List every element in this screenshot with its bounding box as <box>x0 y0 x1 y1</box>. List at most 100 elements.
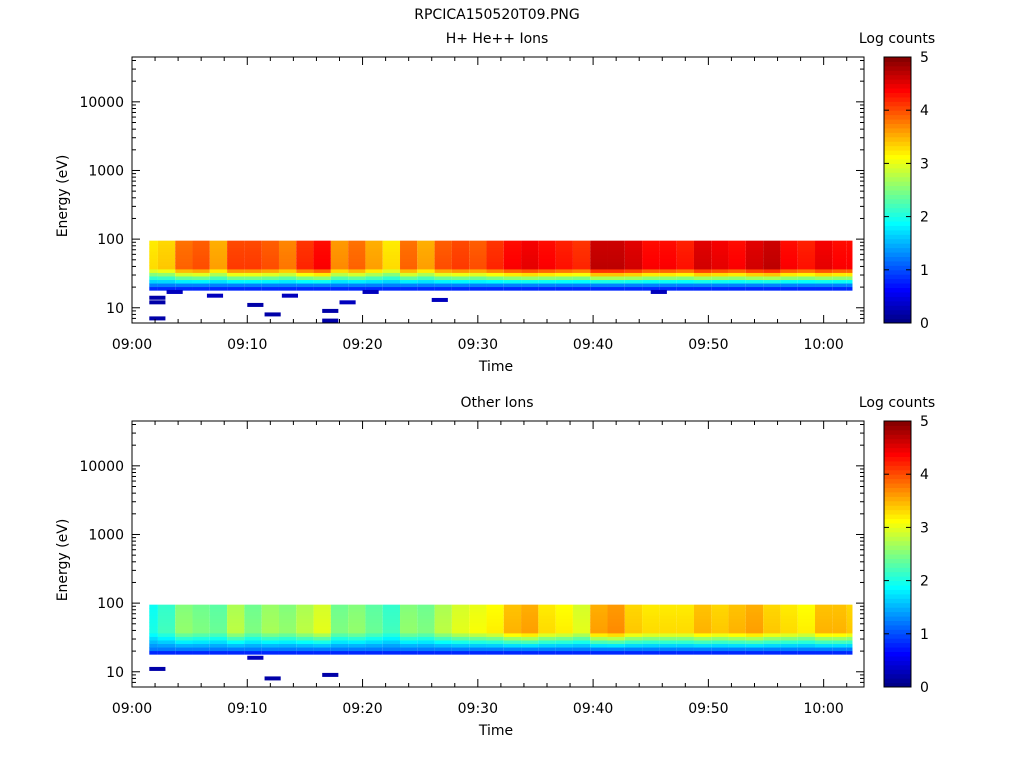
heatmap-cell <box>209 254 228 259</box>
heatmap-cell <box>157 261 176 266</box>
heatmap-cell <box>624 276 643 281</box>
colorbar-segment <box>884 212 911 218</box>
heatmap-cell <box>659 618 677 623</box>
heatmap-cell <box>521 286 539 291</box>
heatmap-cell <box>846 283 853 288</box>
colorbar-segment <box>884 274 911 280</box>
heatmap-cell <box>313 261 331 266</box>
heatmap-cell <box>417 611 435 616</box>
colorbar-segment <box>884 509 911 515</box>
heatmap-cell <box>149 283 158 288</box>
heatmap-cell <box>624 636 643 641</box>
heatmap-cell <box>711 247 729 252</box>
heatmap-cell <box>417 272 435 277</box>
colorbar-segment <box>884 629 911 635</box>
heatmap-cell <box>659 625 677 630</box>
heatmap-cell <box>693 244 712 249</box>
heatmap-cell <box>451 247 470 252</box>
heatmap-cell <box>642 272 660 277</box>
heatmap-cell <box>244 276 262 281</box>
heatmap-cell <box>503 640 522 645</box>
x-tick-label: 09:20 <box>342 701 382 717</box>
heatmap-cell <box>590 286 608 291</box>
heatmap-cell <box>590 629 608 634</box>
heatmap-cell <box>157 629 176 634</box>
heatmap-cell <box>538 240 556 245</box>
heatmap-cell <box>728 247 746 252</box>
heatmap-cell <box>348 632 366 637</box>
heatmap-cell <box>745 279 764 284</box>
heatmap-cell <box>624 629 643 634</box>
heatmap-cell <box>711 647 729 652</box>
heatmap-cell <box>538 247 556 252</box>
heatmap-cell <box>278 611 297 616</box>
heatmap-cell <box>728 258 746 263</box>
heatmap-cell <box>192 629 210 634</box>
heatmap-cell <box>503 604 522 609</box>
heatmap-cell <box>846 611 853 616</box>
heatmap-cell <box>330 650 349 655</box>
heatmap-cell <box>815 636 833 641</box>
heatmap-cell <box>296 268 314 273</box>
heatmap-cell <box>451 636 470 641</box>
heatmap-cell <box>590 265 608 270</box>
heatmap-cell <box>451 254 470 259</box>
colorbar-segment <box>884 585 911 590</box>
low-energy-patch <box>362 289 379 294</box>
heatmap-cell <box>244 615 262 620</box>
panel-h-he-ions: H+ He++ Ions Log counts Time Energy (eV)… <box>55 31 935 375</box>
heatmap-cell <box>693 618 712 623</box>
heatmap-cell <box>192 283 210 288</box>
heatmap-cell <box>538 258 556 263</box>
heatmap-cell <box>693 258 712 263</box>
heatmap-cell <box>815 261 833 266</box>
x-tick-label: 09:10 <box>227 701 267 717</box>
heatmap-cell <box>296 265 314 270</box>
panel-other-ions: Other Ions Log counts Time Energy (eV) 0… <box>55 395 935 739</box>
heatmap-cell <box>538 268 556 273</box>
heatmap-cell <box>330 247 349 252</box>
heatmap-cell <box>296 640 314 645</box>
colorbar-segment <box>884 61 911 67</box>
heatmap-cell <box>469 611 487 616</box>
heatmap-cell <box>676 279 694 284</box>
colorbar-segment <box>884 145 911 151</box>
heatmap-cell <box>815 268 833 273</box>
colorbar-tick-label: 5 <box>920 414 929 430</box>
heatmap-cell <box>745 625 764 630</box>
heatmap-cell <box>278 286 297 291</box>
heatmap-cell <box>330 261 349 266</box>
colorbar-segment <box>884 105 911 111</box>
heatmap-cell <box>486 254 504 259</box>
heatmap-cell <box>538 608 556 613</box>
heatmap-cell <box>382 276 401 281</box>
heatmap-cell <box>521 608 539 613</box>
heatmap-cell <box>624 272 643 277</box>
heatmap-cell <box>642 247 660 252</box>
heatmap-cell <box>149 625 158 630</box>
heatmap-cell <box>780 629 798 634</box>
heatmap-cell <box>313 265 331 270</box>
heatmap-cell <box>780 240 798 245</box>
heatmap-cell <box>745 622 764 627</box>
heatmap-cell <box>832 268 847 273</box>
heatmap-cell <box>244 247 262 252</box>
heatmap-cell <box>469 279 487 284</box>
heatmap-cell <box>469 240 487 245</box>
heatmap-cell <box>486 640 504 645</box>
heatmap-cell <box>607 618 625 623</box>
heatmap-cell <box>521 604 539 609</box>
heatmap-cell <box>486 251 504 256</box>
colorbar-segment <box>884 567 911 573</box>
heatmap-cell <box>149 251 158 256</box>
heatmap-cell <box>607 286 625 291</box>
heatmap-cell <box>157 643 176 648</box>
heatmap-cell <box>815 258 833 263</box>
heatmap-cell <box>261 622 279 627</box>
heatmap-cell <box>209 265 228 270</box>
colorbar-segment <box>884 101 911 107</box>
colorbar-segment <box>884 673 911 679</box>
colorbar-segment <box>884 83 911 89</box>
colorbar-tick-label: 4 <box>920 103 929 119</box>
heatmap-cell <box>846 643 853 648</box>
